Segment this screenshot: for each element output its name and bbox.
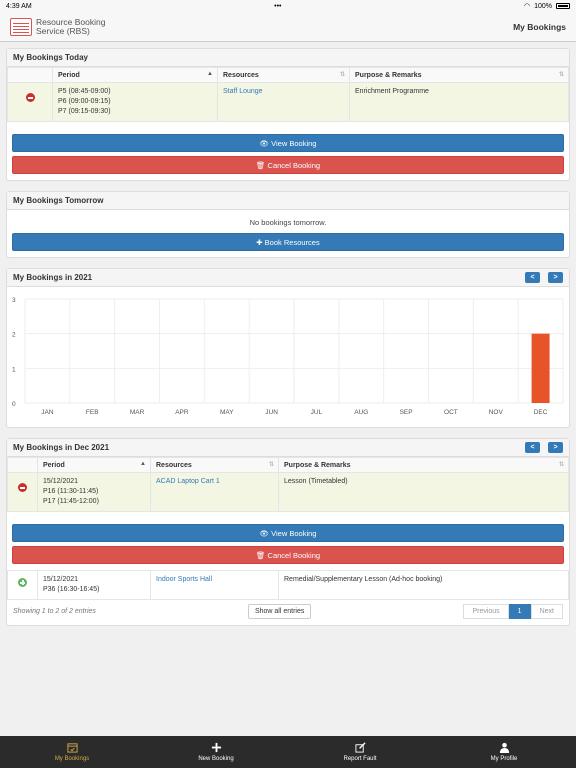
cancel-booking-button[interactable]: 🗑 Cancel Booking	[12, 156, 564, 174]
trash-icon: 🗑	[255, 550, 268, 560]
panel-bookings-month: My Bookings in Dec 2021 < > Period ▲ Reso…	[6, 438, 570, 626]
view-booking-button[interactable]: 👁 View Booking	[12, 524, 564, 542]
resource-link[interactable]: Indoor Sports Hall	[156, 576, 213, 583]
bookings-bar-chart: 0 1 2 3 JAN FEB MAR APR MAY JUN JUL AUG SEP OCT NOV DEC	[12, 297, 564, 416]
expand-icon[interactable]	[18, 578, 27, 587]
col-purpose[interactable]: Purpose & Remarks ⇅	[349, 67, 569, 83]
x-tick-label: JUN	[265, 409, 278, 416]
rbs-logo-icon	[10, 17, 32, 36]
month-table: Period ▲ Resources ⇅ Purpose & Remarks ⇅ 15…	[7, 457, 569, 512]
x-tick-label: SEP	[400, 409, 413, 416]
resource-link[interactable]: Staff Lounge	[223, 88, 263, 95]
col-period[interactable]: Period ▲	[52, 67, 218, 83]
tab-new-booking[interactable]: New Booking	[144, 736, 288, 768]
y-tick-label: 0	[12, 401, 16, 408]
calendar-icon	[66, 743, 78, 753]
y-tick-label: 1	[12, 366, 16, 373]
tab-my-bookings[interactable]: My Bookings	[0, 736, 144, 768]
cancel-booking-button[interactable]: 🗑 Cancel Booking	[12, 546, 564, 564]
x-tick-label: AUG	[354, 409, 368, 416]
table-row[interactable]: 15/12/2021 P36 (16:30-16:45) Indoor Spor…	[7, 570, 569, 600]
panel-bookings-tomorrow: My Bookings Tomorrow No bookings tomorro…	[6, 191, 570, 258]
panel-title-today: My Bookings Today	[7, 49, 569, 67]
battery-percent: 100%	[534, 2, 552, 10]
pagination-previous[interactable]: Previous	[463, 604, 509, 619]
app-header: Resource Booking Service (RBS) My Bookin…	[0, 12, 576, 42]
purpose-cell: Remedial/Supplementary Lesson (Ad-hoc bo…	[278, 570, 569, 600]
purpose-cell: Lesson (Timetabled)	[278, 472, 569, 512]
collapse-icon[interactable]	[18, 483, 27, 492]
x-tick-label: JAN	[41, 409, 54, 416]
panel-title-tomorrow: My Bookings Tomorrow	[7, 192, 569, 210]
x-tick-label: MAR	[130, 409, 145, 416]
x-tick-label: JUL	[311, 409, 323, 416]
collapse-icon[interactable]	[25, 93, 35, 102]
multitask-dots: •••	[274, 2, 282, 10]
purpose-cell: Enrichment Programme	[349, 82, 569, 122]
today-table: Period ▲ Resources ⇅ Purpose & Remarks ⇅ P5…	[7, 67, 569, 122]
tab-report-fault[interactable]: Report Fault	[288, 736, 432, 768]
trash-icon: 🗑	[255, 160, 268, 170]
y-tick-label: 3	[12, 297, 16, 304]
month-prev-button[interactable]: <	[525, 442, 540, 453]
x-tick-label: FEB	[86, 409, 99, 416]
x-tick-label: NOV	[489, 409, 504, 416]
logo-line1: Resource Booking	[36, 16, 106, 27]
edit-icon	[354, 742, 366, 753]
eye-icon: 👁	[259, 528, 272, 538]
table-row[interactable]: 15/12/2021 P16 (11:30-11:45) P17 (11:45-…	[7, 472, 569, 512]
pagination-page[interactable]: 1	[508, 604, 531, 619]
bar-dec	[531, 333, 550, 403]
view-booking-button[interactable]: 👁 View Booking	[12, 134, 564, 152]
month-next-button[interactable]: >	[548, 442, 563, 453]
plus-icon	[211, 742, 221, 753]
resource-link[interactable]: ACAD Laptop Cart 1	[156, 478, 220, 485]
show-all-button[interactable]: Show all entries	[247, 604, 312, 619]
x-tick-label: DEC	[534, 409, 548, 416]
entries-info: Showing 1 to 2 of 2 entries	[13, 608, 96, 615]
y-tick-label: 2	[12, 332, 16, 339]
plus-icon: ✚	[256, 237, 265, 247]
year-next-button[interactable]: >	[548, 272, 563, 283]
pagination-next[interactable]: Next	[530, 604, 563, 619]
col-purpose[interactable]: Purpose & Remarks ⇅	[278, 457, 569, 473]
x-tick-label: MAY	[220, 409, 234, 416]
page-title: My Bookings	[513, 21, 566, 32]
col-period[interactable]: Period ▲	[37, 457, 151, 473]
status-bar: 4:39 AM ••• ◠ 100%	[0, 0, 576, 12]
battery-icon	[556, 3, 570, 9]
panel-bookings-year: My Bookings in 2021 < > 0 1 2 3 JAN FEB MAR APR…	[6, 268, 570, 428]
tab-my-profile[interactable]: My Profile	[432, 736, 576, 768]
panel-title-year: My Bookings in 2021	[13, 273, 93, 282]
x-tick-label: OCT	[444, 409, 458, 416]
user-icon	[499, 742, 509, 753]
pagination: Previous 1 Next	[463, 604, 563, 619]
year-prev-button[interactable]: <	[525, 272, 540, 283]
status-time: 4:39 AM	[6, 2, 32, 10]
col-resources[interactable]: Resources ⇅	[150, 457, 279, 473]
col-resources[interactable]: Resources ⇅	[217, 67, 350, 83]
book-resources-button[interactable]: ✚ Book Resources	[12, 233, 564, 251]
table-row[interactable]: P5 (08:45-09:00) P6 (09:00-09:15) P7 (09…	[7, 82, 569, 122]
empty-message: No bookings tomorrow.	[249, 218, 327, 227]
panel-bookings-today: My Bookings Today Period ▲ Resources ⇅ Pur…	[6, 48, 570, 181]
eye-icon: 👁	[259, 138, 272, 148]
x-tick-label: APR	[175, 409, 189, 416]
tab-bar: My Bookings New Booking Report Fault My …	[0, 736, 576, 768]
wifi-icon: ◠	[523, 3, 531, 10]
panel-title-month: My Bookings in Dec 2021	[13, 443, 110, 452]
app-logo[interactable]: Resource Booking Service (RBS)	[10, 16, 106, 36]
logo-line2: Service (RBS)	[36, 25, 90, 36]
